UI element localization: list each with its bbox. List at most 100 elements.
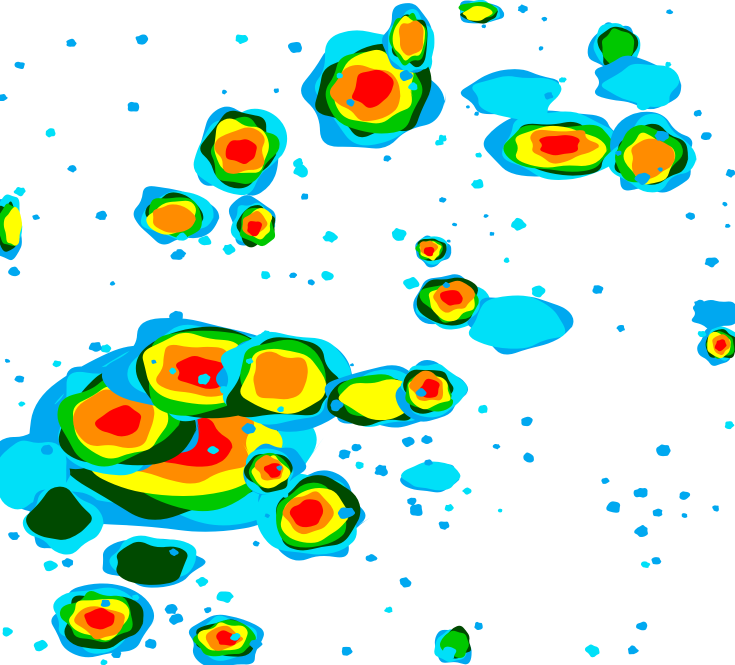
echo-speck — [293, 158, 304, 167]
echo-speck — [145, 638, 157, 649]
echo-speck — [450, 395, 457, 401]
echo-speck — [592, 285, 604, 294]
echo-speck — [481, 24, 487, 29]
echo-speck — [207, 446, 220, 455]
echo-speck — [685, 212, 696, 220]
echo-level-6 — [216, 630, 241, 646]
echo-speck — [462, 487, 472, 495]
echo-speck — [444, 504, 455, 512]
echo-speck — [293, 164, 308, 178]
echo-speck — [301, 193, 309, 200]
echo-speck — [403, 276, 420, 290]
echo-speck — [489, 231, 495, 236]
echo-speck — [252, 540, 260, 547]
echo-speck — [694, 299, 705, 309]
echo-speck — [654, 130, 669, 142]
echo-speck — [700, 132, 712, 140]
echo-speck — [241, 423, 257, 435]
echo-speck — [399, 577, 412, 588]
echo-speck — [383, 155, 392, 162]
echo-speck — [245, 358, 254, 365]
echo-speck — [652, 508, 663, 517]
echo-level-6 — [351, 69, 394, 108]
echo-speck — [261, 271, 271, 280]
echo-speck — [559, 77, 567, 83]
echo-speck — [722, 201, 728, 207]
echo-speck — [616, 325, 625, 333]
echo-level-6 — [84, 607, 115, 630]
echo-speck — [67, 165, 77, 173]
echo-speck — [260, 330, 271, 338]
echo-speck — [195, 576, 209, 587]
echo-speck — [384, 606, 393, 613]
echo-speck — [497, 508, 503, 513]
echo-speck — [584, 644, 600, 658]
echo-speck — [2, 627, 14, 637]
echo-speck — [465, 105, 471, 109]
echo-speck — [517, 4, 528, 14]
echo-speck — [415, 388, 427, 397]
echo-speck — [666, 9, 674, 15]
echo-speck — [724, 421, 735, 430]
echo-speck — [88, 342, 102, 352]
echo-level-4 — [462, 5, 494, 21]
echo-speck — [52, 360, 62, 368]
echo-speck — [66, 38, 78, 47]
echo-speck — [221, 89, 228, 95]
echo-speck — [634, 525, 648, 538]
echo-speck — [198, 373, 211, 385]
echo-speck — [421, 434, 433, 445]
echo-speck — [18, 401, 26, 407]
echo-speck — [538, 46, 544, 51]
echo-speck — [399, 69, 414, 82]
echo-speck — [636, 621, 648, 631]
echo-speck — [132, 594, 140, 601]
echo-speck — [424, 459, 433, 466]
echo-speck — [401, 436, 415, 448]
echo-speck — [0, 93, 9, 102]
echo-speck — [151, 359, 157, 364]
echo-speck — [408, 82, 418, 91]
echo-speck — [489, 147, 498, 156]
echo-speck — [446, 239, 451, 243]
echo-speck — [307, 279, 315, 286]
echo-level-6 — [95, 405, 142, 437]
echo-speck — [474, 621, 483, 631]
echo-speck — [704, 257, 720, 268]
echo-speck — [95, 210, 108, 220]
echo-speck — [471, 179, 484, 189]
echo-speck — [204, 607, 212, 614]
echo-speck — [330, 399, 344, 412]
echo-speck — [665, 61, 672, 68]
echo-speck — [235, 34, 249, 45]
echo-speck — [442, 281, 451, 289]
echo-speck — [321, 270, 334, 281]
echo-speck — [627, 645, 640, 655]
echo-level-5 — [631, 138, 676, 180]
echo-speck — [634, 172, 651, 185]
echo-speck — [541, 16, 548, 22]
echo-level-2 — [116, 541, 188, 585]
echo-speck — [100, 344, 112, 353]
echo-speck — [725, 223, 731, 228]
echo-speck — [40, 444, 53, 455]
echo-speck — [374, 464, 388, 477]
echo-speck — [281, 492, 289, 498]
echo-speck — [176, 232, 188, 241]
echo-speck — [407, 497, 417, 506]
echo-speck — [61, 558, 74, 568]
echo-speck — [43, 560, 59, 572]
echo-level-1 — [601, 63, 680, 107]
echo-speck — [8, 532, 21, 541]
echo-level-6 — [225, 139, 257, 165]
echo-speck — [276, 465, 283, 471]
echo-speck — [219, 386, 229, 394]
echo-speck — [14, 61, 25, 69]
echo-speck — [169, 310, 183, 322]
echo-speck — [351, 443, 362, 452]
echo-level-1 — [472, 76, 562, 120]
echo-speck — [109, 281, 116, 286]
echo-speck — [349, 363, 355, 367]
echo-level-4 — [3, 206, 23, 246]
